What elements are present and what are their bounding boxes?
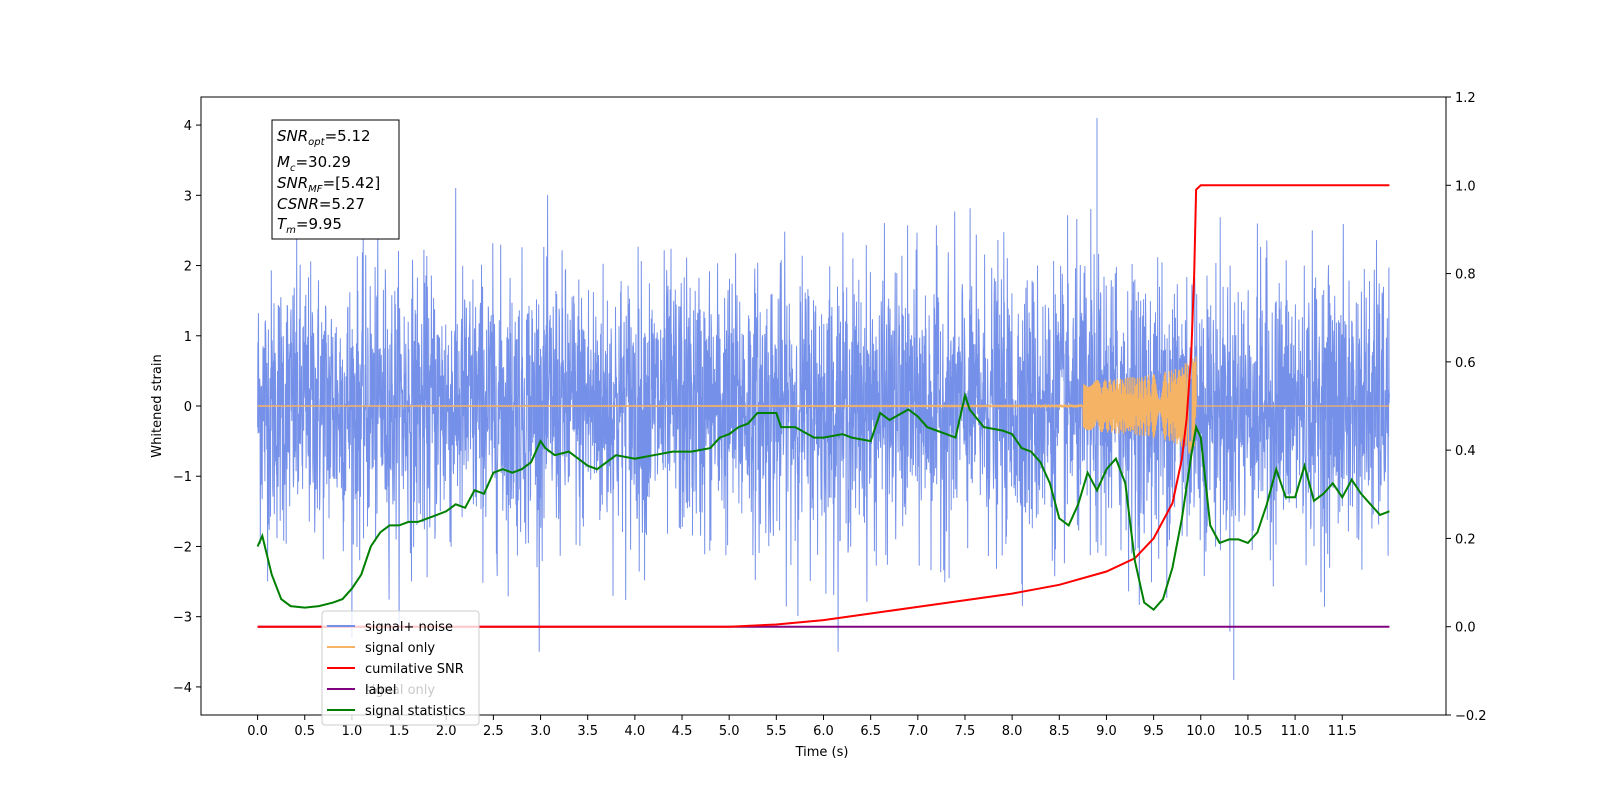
- legend-label-signal-only: signal only: [365, 641, 435, 656]
- y-right-tick-label: 0.4: [1455, 444, 1476, 459]
- y-axis-label: Whitened strain: [150, 354, 165, 457]
- x-tick-label: 5.0: [719, 724, 740, 739]
- x-tick-label: 7.0: [907, 724, 928, 739]
- signal-statistics-line: [256, 391, 1390, 612]
- y-left-tick-label: 4: [184, 119, 192, 134]
- x-tick-label: 0.5: [294, 724, 315, 739]
- y-right-tick-label: 0.6: [1455, 356, 1476, 371]
- y-right-tick-label: 0.8: [1455, 268, 1476, 283]
- x-tick-label: 0.0: [247, 724, 268, 739]
- signal-statistics-series: [256, 391, 1390, 612]
- y-right-tick-label: 0.0: [1455, 621, 1476, 636]
- legend-ghost-label: signal only: [365, 683, 435, 698]
- x-tick-label: 8.5: [1049, 724, 1070, 739]
- x-axis-label: Time (s): [795, 745, 849, 760]
- x-tick-label: 2.0: [436, 724, 457, 739]
- legend-label-cumulative-snr: cumilative SNR: [365, 662, 464, 677]
- x-tick-label: 5.5: [766, 724, 787, 739]
- y-right-tick-label: 1.0: [1455, 179, 1476, 194]
- annotation-csnr: CSNR=5.27: [277, 195, 365, 213]
- legend-label-label: label: [365, 683, 396, 698]
- signal-noise-series: [257, 118, 1390, 680]
- y-right-tick-label: 0.2: [1455, 532, 1476, 547]
- signal-only-series: [257, 356, 1390, 457]
- legend: signal+ noise signal only cumilative SNR…: [321, 610, 480, 726]
- x-tick-label: 6.5: [860, 724, 881, 739]
- x-tick-label: 3.5: [577, 724, 598, 739]
- x-tick-label: 3.0: [530, 724, 551, 739]
- y-right-tick-label: 1.2: [1455, 91, 1476, 106]
- x-tick-label: 4.5: [672, 724, 693, 739]
- y-left-tick-label: 1: [184, 330, 192, 345]
- annotation-snr-mf: SNRMF=[5.42]: [277, 174, 380, 195]
- legend-frame: [321, 610, 480, 726]
- stats-annotation-box: SNRopt=5.12 Mc=30.29 SNRMF=[5.42] CSNR=5…: [271, 119, 400, 240]
- x-tick-label: 2.5: [483, 724, 504, 739]
- x-tick-label: 8.0: [1002, 724, 1023, 739]
- x-tick-label: 7.5: [955, 724, 976, 739]
- x-tick-label: 1.0: [342, 724, 363, 739]
- x-tick-label: 10.5: [1233, 724, 1262, 739]
- x-tick-label: 11.0: [1281, 724, 1310, 739]
- y-left-tick-label: 0: [184, 400, 192, 415]
- x-tick-label: 10.0: [1186, 724, 1215, 739]
- y-left-tick-label: 2: [184, 260, 192, 275]
- signal-noise-line: [257, 118, 1390, 680]
- x-tick-label: 6.0: [813, 724, 834, 739]
- x-tick-label: 4.0: [625, 724, 646, 739]
- x-tick-label: 9.5: [1143, 724, 1164, 739]
- annotation-frame: [271, 119, 400, 240]
- annotation-tm: Tm=9.95: [277, 215, 342, 236]
- legend-label-signal-noise: signal+ noise: [365, 620, 453, 635]
- x-axis-ticks: 0.0 0.5 1.0 1.5 2.0 2.5 3.0 3.5 4.0 4.5 5.0 5.5 6.0 6…: [247, 715, 1357, 739]
- y-axis-left-ticks: −4 −3 −2 −1 0 1 2 3 4: [173, 119, 201, 696]
- cumulative-snr-line: [257, 184, 1390, 628]
- y-left-tick-label: −1: [173, 470, 192, 485]
- y-left-tick-label: −3: [173, 611, 192, 626]
- y-left-tick-label: −4: [173, 681, 192, 696]
- cumulative-snr-series: [257, 184, 1390, 628]
- annotation-mc: Mc=30.29: [277, 153, 351, 174]
- annotation-snr-opt: SNRopt=5.12: [277, 127, 371, 148]
- y-right-tick-label: −0.2: [1455, 709, 1487, 724]
- x-tick-label: 11.5: [1328, 724, 1357, 739]
- y-left-tick-label: 3: [184, 189, 192, 204]
- y-left-tick-label: −2: [173, 540, 192, 555]
- y-axis-right-ticks: −0.2 0.0 0.2 0.4 0.6 0.8 1.0 1.2: [1446, 91, 1487, 724]
- legend-label-signal-statistics: signal statistics: [365, 704, 466, 719]
- x-tick-label: 9.0: [1096, 724, 1117, 739]
- x-tick-label: 1.5: [389, 724, 410, 739]
- signal-only-line: [257, 356, 1390, 457]
